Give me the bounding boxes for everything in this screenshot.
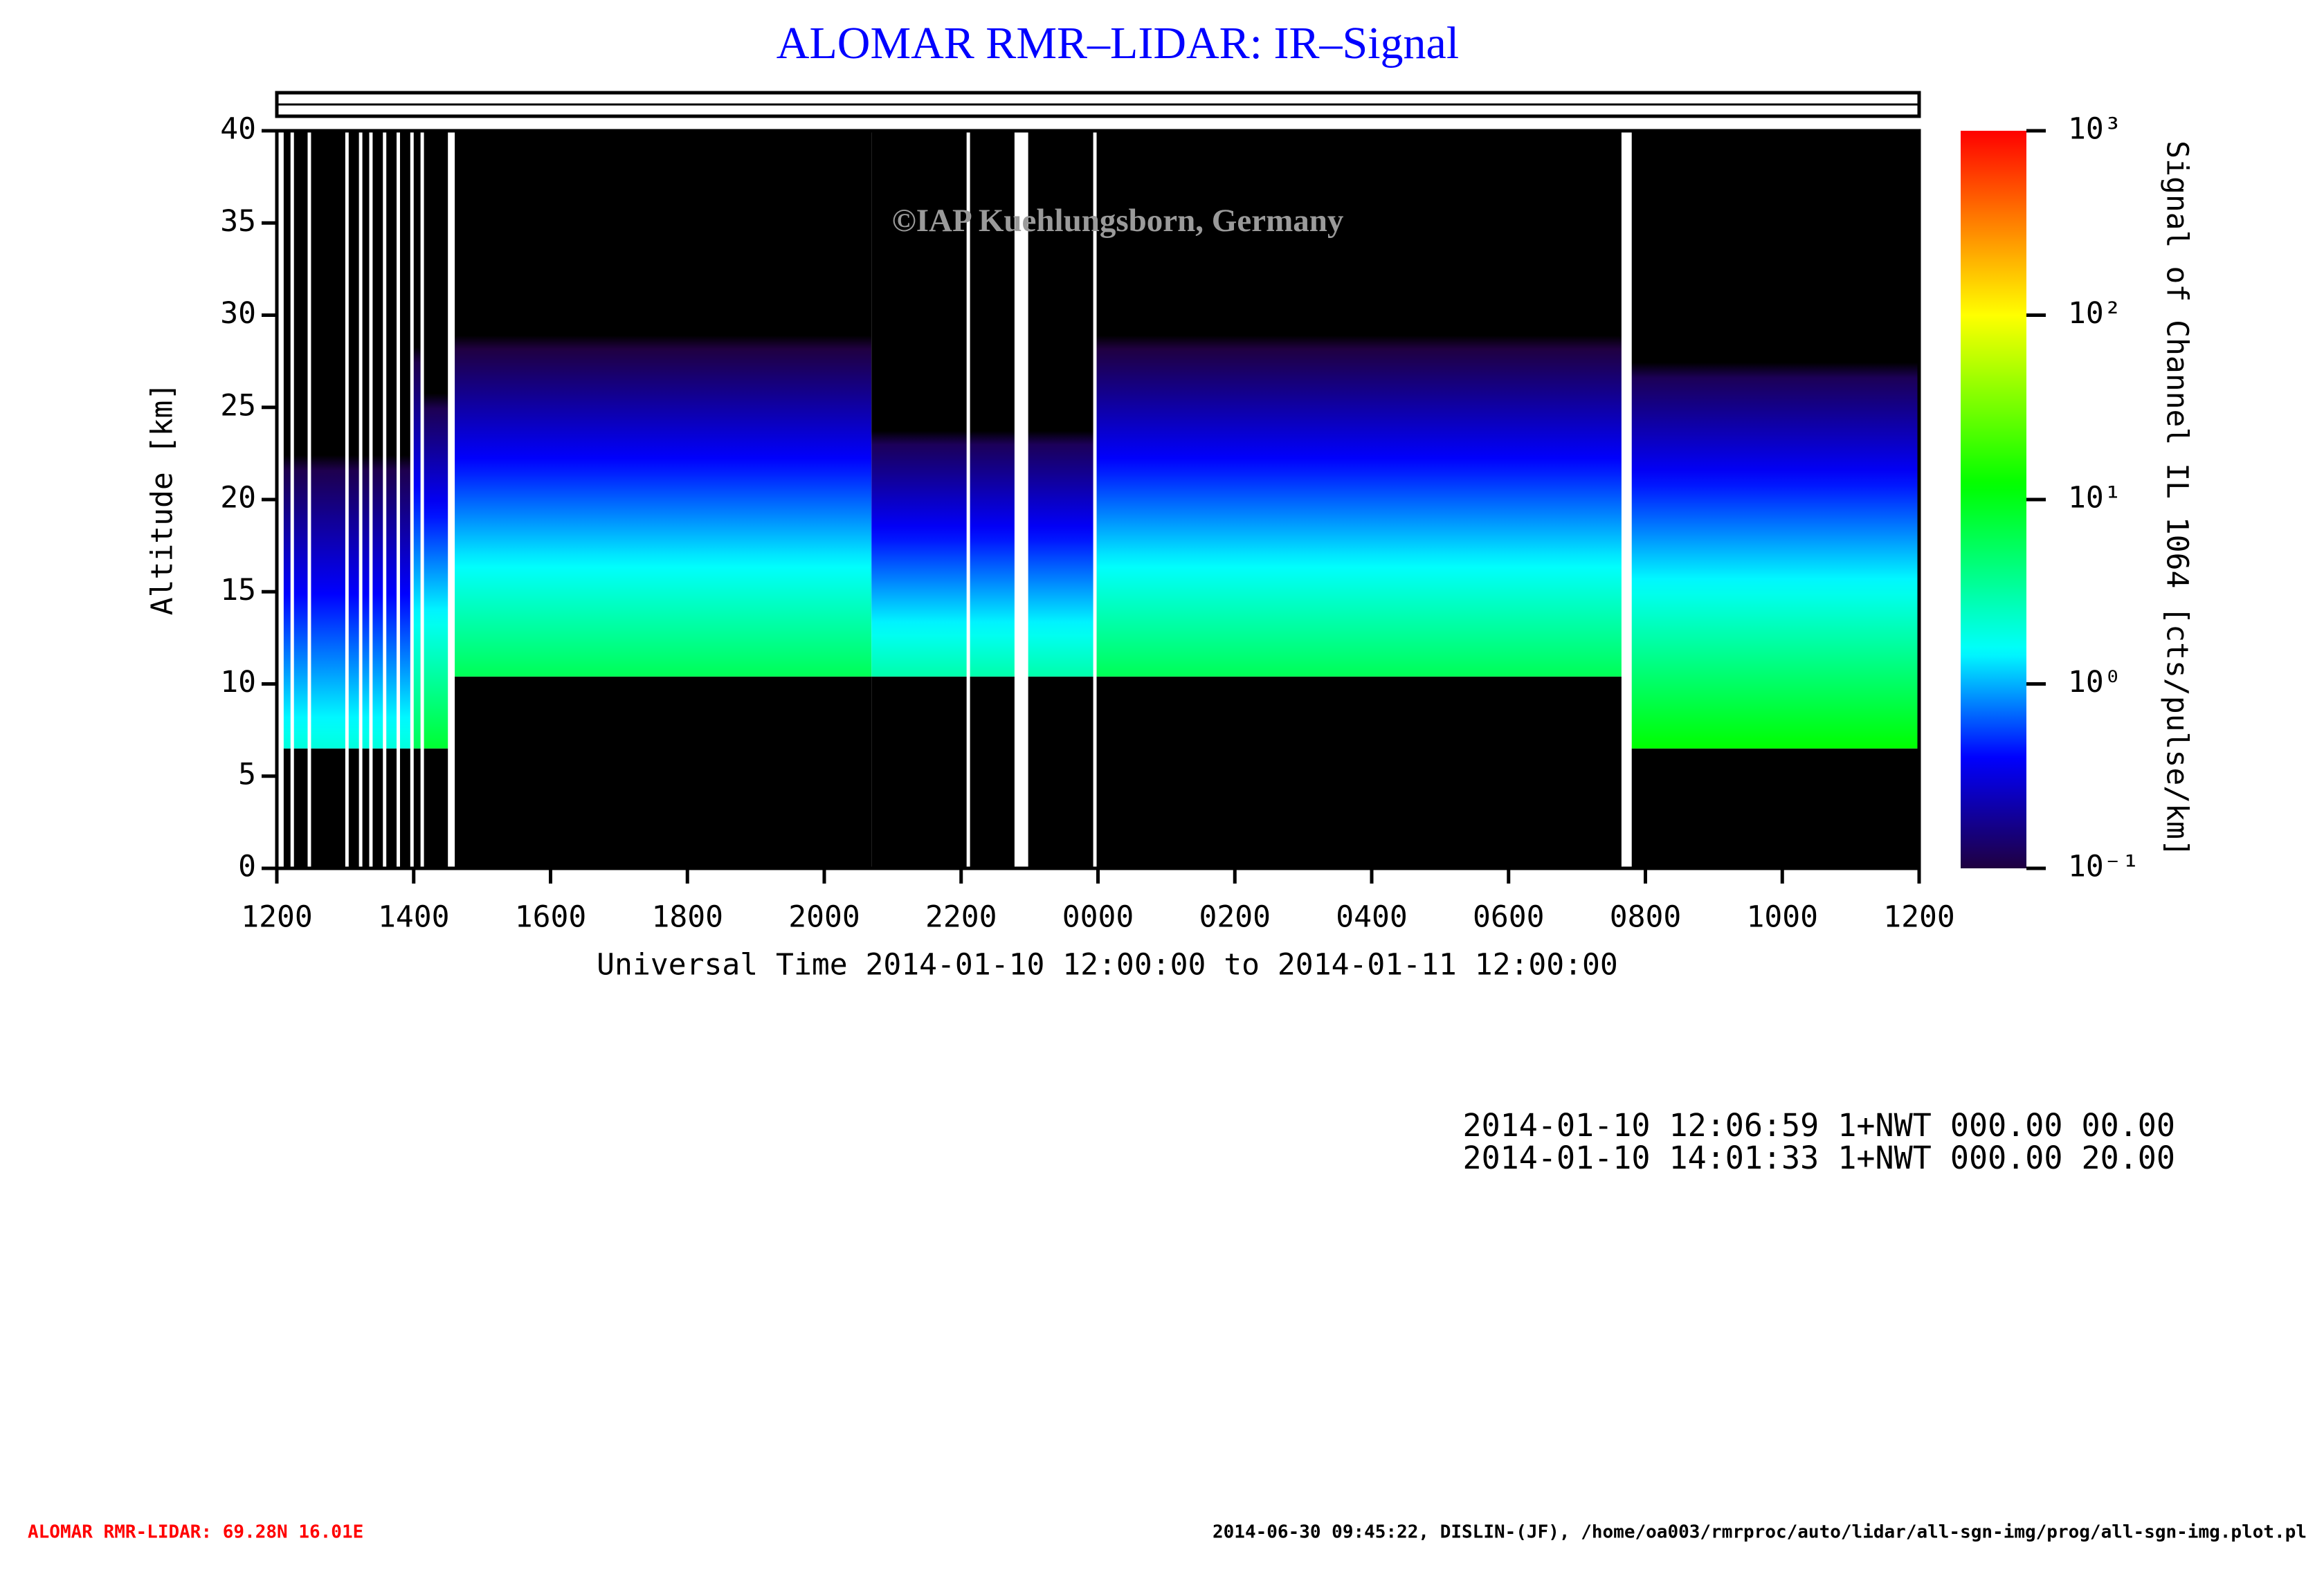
y-tick-label: 20 xyxy=(220,481,256,515)
x-tick-label: 1200 xyxy=(1883,900,1955,935)
signal-block xyxy=(348,131,359,749)
colorbar-tick-label: 10¹ xyxy=(2068,481,2122,515)
y-axis-label: Altitude [km] xyxy=(145,383,180,616)
signal-block xyxy=(283,131,291,749)
no-signal-block xyxy=(283,748,291,868)
signal-block xyxy=(311,131,345,749)
no-signal-block xyxy=(293,748,308,868)
no-signal-block xyxy=(871,676,967,868)
no-signal-block xyxy=(455,676,872,868)
no-signal-block xyxy=(348,748,359,868)
y-tick-label: 5 xyxy=(238,757,256,792)
no-signal-block xyxy=(1631,748,1919,868)
signal-block xyxy=(362,131,370,749)
info-line: 2014-01-10 12:06:59 1+NWT 000.00 00.00 xyxy=(1462,1107,2175,1144)
no-signal-block xyxy=(1028,676,1093,868)
footer-right: 2014-06-30 09:45:22, DISLIN-(JF), /home/… xyxy=(1213,1522,2307,1543)
signal-block xyxy=(1096,131,1622,677)
signal-block xyxy=(293,131,308,749)
no-signal-block xyxy=(1096,676,1622,868)
x-tick-label: 0600 xyxy=(1473,900,1545,935)
x-axis-label: Universal Time 2014-01-10 12:00:00 to 20… xyxy=(597,948,1618,982)
no-signal-block xyxy=(362,748,370,868)
colorbar-tick-label: 10² xyxy=(2068,296,2122,331)
x-tick-label: 0400 xyxy=(1336,900,1408,935)
y-tick-label: 35 xyxy=(220,204,256,239)
signal-block xyxy=(424,131,448,749)
footer-left: ALOMAR RMR-LIDAR: 69.28N 16.01E xyxy=(28,1522,363,1543)
colorbar-label: Signal of Channel IL 1064 [cts/pulse/km] xyxy=(2160,140,2195,857)
no-signal-block xyxy=(424,748,448,868)
no-signal-block xyxy=(311,748,345,868)
chart-title: ALOMAR RMR–LIDAR: IR–Signal xyxy=(777,18,1459,68)
signal-block xyxy=(1028,131,1093,677)
watermark: ©IAP Kuehlungsborn, Germany xyxy=(892,203,1344,239)
x-tick-label: 2200 xyxy=(925,900,997,935)
y-tick-label: 40 xyxy=(220,112,256,147)
x-tick-label: 0200 xyxy=(1199,900,1271,935)
signal-block xyxy=(1631,131,1919,749)
no-signal-block xyxy=(413,748,421,868)
x-tick-label: 2000 xyxy=(788,900,860,935)
colorbar xyxy=(1961,131,2026,868)
no-signal-block xyxy=(970,676,1015,868)
x-tick-label: 0800 xyxy=(1610,900,1682,935)
signal-block xyxy=(970,131,1015,677)
x-tick-label: 1200 xyxy=(241,900,313,935)
y-tick-label: 10 xyxy=(220,665,256,700)
signal-block xyxy=(455,131,872,677)
signal-block xyxy=(386,131,397,749)
no-signal-block xyxy=(372,748,383,868)
y-tick-label: 30 xyxy=(220,296,256,331)
x-tick-label: 0000 xyxy=(1062,900,1134,935)
colorbar-tick-label: 10⁰ xyxy=(2068,665,2122,700)
colorbar-tick-label: 10³ xyxy=(2068,112,2122,147)
signal-block xyxy=(372,131,383,749)
x-tick-label: 1000 xyxy=(1746,900,1818,935)
colorbar-tick-label: 10⁻¹ xyxy=(2068,850,2140,884)
y-tick-label: 0 xyxy=(238,850,256,884)
signal-block xyxy=(413,131,421,749)
info-line: 2014-01-10 14:01:33 1+NWT 000.00 20.00 xyxy=(1462,1140,2175,1176)
y-tick-label: 15 xyxy=(220,573,256,607)
signal-block xyxy=(399,131,410,749)
y-tick-label: 25 xyxy=(220,388,256,423)
x-tick-label: 1600 xyxy=(515,900,587,935)
no-signal-block xyxy=(386,748,397,868)
x-tick-label: 1400 xyxy=(378,900,450,935)
no-signal-block xyxy=(399,748,410,868)
x-tick-label: 1800 xyxy=(651,900,723,935)
signal-block xyxy=(871,131,967,677)
